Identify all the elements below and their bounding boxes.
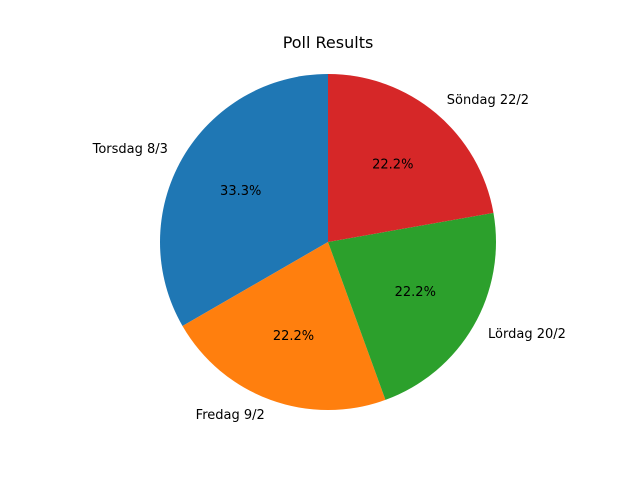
- slice-category-label: Söndag 22/2: [447, 93, 529, 108]
- slice-category-label: Torsdag 8/3: [92, 142, 168, 157]
- slice-percent-label: 22.2%: [372, 157, 413, 172]
- pie-slice: [328, 212, 496, 400]
- pie-slice: [182, 242, 386, 410]
- chart-title: Poll Results: [283, 33, 374, 52]
- slice-percent-label: 22.2%: [273, 329, 314, 344]
- slice-percent-label: 33.3%: [220, 184, 261, 199]
- slice-category-label: Fredag 9/2: [196, 408, 265, 423]
- slice-percent-label: 22.2%: [395, 285, 436, 300]
- slice-category-label: Lördag 20/2: [488, 327, 566, 342]
- pie-slice: [328, 74, 494, 242]
- pie-slice: [160, 74, 328, 326]
